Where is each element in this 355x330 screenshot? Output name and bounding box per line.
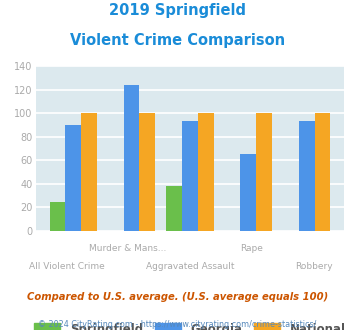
Text: Robbery: Robbery xyxy=(295,262,332,271)
Text: Aggravated Assault: Aggravated Assault xyxy=(146,262,234,271)
Bar xyxy=(240,154,256,231)
Bar xyxy=(299,121,315,231)
Bar xyxy=(124,85,140,231)
Bar xyxy=(256,113,272,231)
Bar xyxy=(65,125,81,231)
Text: All Violent Crime: All Violent Crime xyxy=(28,262,104,271)
Text: Compared to U.S. average. (U.S. average equals 100): Compared to U.S. average. (U.S. average … xyxy=(27,292,328,302)
Bar xyxy=(50,202,65,231)
Bar xyxy=(81,113,97,231)
Bar xyxy=(140,113,155,231)
Text: Rape: Rape xyxy=(240,244,263,253)
Text: Murder & Mans...: Murder & Mans... xyxy=(89,244,167,253)
Bar xyxy=(198,113,214,231)
Bar xyxy=(315,113,330,231)
Bar xyxy=(166,186,182,231)
Text: © 2024 CityRating.com - https://www.cityrating.com/crime-statistics/: © 2024 CityRating.com - https://www.city… xyxy=(38,320,317,329)
Text: Violent Crime Comparison: Violent Crime Comparison xyxy=(70,33,285,48)
Bar xyxy=(182,121,198,231)
Legend: Springfield, Georgia, National: Springfield, Georgia, National xyxy=(34,323,345,330)
Text: 2019 Springfield: 2019 Springfield xyxy=(109,3,246,18)
